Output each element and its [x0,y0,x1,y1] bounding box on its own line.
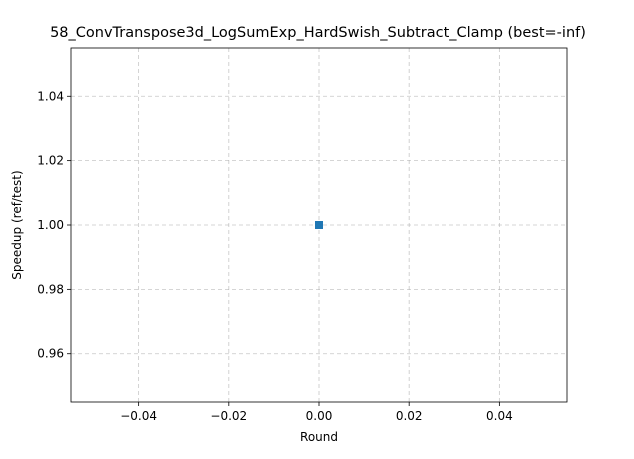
y-tick-label: 1.02 [37,154,64,168]
x-tick-label: −0.04 [120,409,157,423]
x-tick-label: −0.02 [210,409,247,423]
data-point [315,221,323,229]
chart-title: 58_ConvTranspose3d_LogSumExp_HardSwish_S… [50,25,586,41]
x-tick-label: 0.04 [486,409,513,423]
y-tick-label: 1.00 [37,218,64,232]
series-layer [315,221,323,229]
y-tick-label: 0.96 [37,347,64,361]
y-tick-label: 1.04 [37,89,64,103]
y-axis-label: Speedup (ref/test) [10,170,24,279]
y-axis-ticks: 0.96 0.98 1.00 1.02 1.04 [37,89,71,361]
x-axis-ticks: −0.04 −0.02 0.00 0.02 0.04 [120,402,513,423]
y-tick-label: 0.98 [37,282,64,296]
x-axis-label: Round [300,430,338,444]
x-tick-label: 0.02 [396,409,423,423]
x-tick-label: 0.00 [306,409,333,423]
